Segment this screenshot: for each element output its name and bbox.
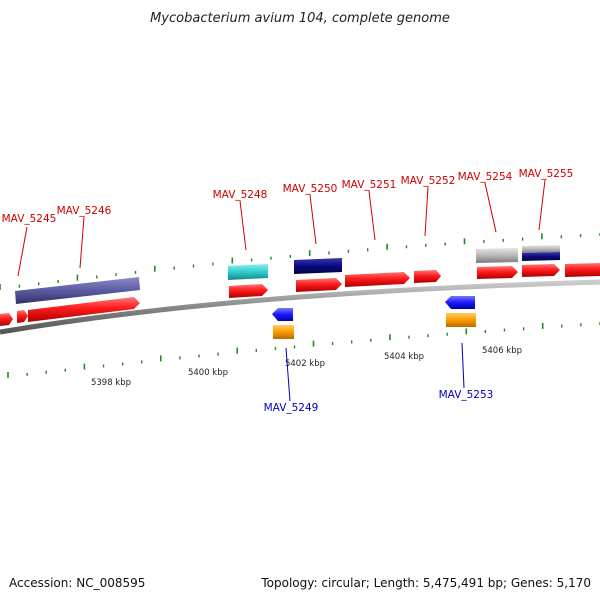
inner-ticks xyxy=(7,322,600,378)
cds-arrow[interactable] xyxy=(28,297,140,322)
kbp-label: 5402 kbp xyxy=(285,359,325,369)
cds-arrow[interactable] xyxy=(522,264,560,277)
accession-text: Accession: NC_008595 xyxy=(9,576,145,590)
outer-ticks xyxy=(0,233,600,290)
cds-arrow-reverse[interactable] xyxy=(272,308,293,321)
gene-label[interactable]: MAV_5246 xyxy=(57,205,112,217)
cds-arrow[interactable] xyxy=(0,313,13,326)
feature-block[interactable] xyxy=(476,248,518,263)
feature-block[interactable] xyxy=(228,264,268,280)
cds-arrow[interactable] xyxy=(345,272,410,287)
kbp-label: 5406 kbp xyxy=(482,346,522,356)
feature-block[interactable] xyxy=(522,252,560,261)
gene-label[interactable]: MAV_5249 xyxy=(264,402,319,414)
kbp-label: 5400 kbp xyxy=(188,368,228,378)
reverse-feature-track xyxy=(272,296,476,339)
feature-block[interactable] xyxy=(446,313,476,327)
reverse-gene-labels: MAV_5249 MAV_5253 xyxy=(264,342,494,414)
topology-text: Topology: circular; Length: 5,475,491 bp… xyxy=(260,576,591,590)
kbp-label: 5404 kbp xyxy=(384,352,424,362)
feature-block[interactable] xyxy=(294,258,342,274)
cds-arrow[interactable] xyxy=(565,263,600,277)
gene-label[interactable]: MAV_5251 xyxy=(342,179,397,191)
cds-arrow[interactable] xyxy=(229,284,268,298)
forward-cds-track xyxy=(0,263,600,326)
feature-block[interactable] xyxy=(522,245,560,253)
gene-label[interactable]: MAV_5245 xyxy=(2,213,57,225)
gene-label[interactable]: MAV_5250 xyxy=(283,183,338,195)
feature-block[interactable] xyxy=(15,277,140,304)
gene-label[interactable]: MAV_5255 xyxy=(519,168,574,180)
kbp-scale: 5398 kbp 5400 kbp 5402 kbp 5404 kbp 5406… xyxy=(91,346,522,388)
feature-track-outer xyxy=(15,245,560,304)
gene-label[interactable]: MAV_5248 xyxy=(213,189,268,201)
genome-backbone xyxy=(0,279,600,335)
kbp-label: 5398 kbp xyxy=(91,378,131,388)
gene-label[interactable]: MAV_5253 xyxy=(439,389,494,401)
cds-arrow-reverse[interactable] xyxy=(445,296,475,309)
gene-label[interactable]: MAV_5254 xyxy=(458,171,513,183)
feature-block[interactable] xyxy=(273,325,294,339)
cds-arrow[interactable] xyxy=(414,270,441,283)
cds-arrow[interactable] xyxy=(296,278,342,292)
gene-label[interactable]: MAV_5252 xyxy=(401,175,456,187)
forward-gene-labels: MAV_5245 MAV_5246 MAV_5248 MAV_5250 MAV_… xyxy=(2,168,574,277)
cds-arrow[interactable] xyxy=(17,310,28,323)
cds-arrow[interactable] xyxy=(477,266,518,279)
map-title: Mycobacterium avium 104, complete genome xyxy=(150,11,450,26)
